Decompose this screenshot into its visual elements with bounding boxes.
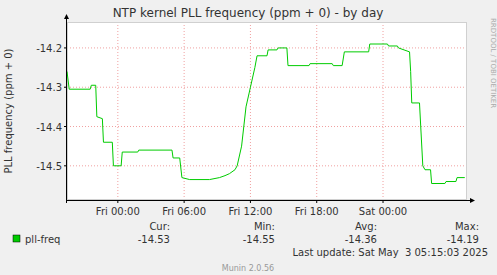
x-tick bbox=[383, 200, 384, 203]
y-tick bbox=[64, 87, 67, 88]
stat-header: Max: bbox=[455, 221, 479, 232]
legend-label: pll-freq bbox=[25, 234, 60, 245]
y-tick bbox=[64, 165, 67, 166]
stat-value: -14.36 bbox=[345, 234, 377, 245]
x-tick-label: Fri 06:00 bbox=[162, 206, 206, 217]
grid-line bbox=[67, 87, 467, 88]
stat-value: -14.19 bbox=[447, 234, 479, 245]
stat-value: -14.53 bbox=[138, 234, 170, 245]
grid-line bbox=[383, 22, 384, 200]
grid-line bbox=[250, 22, 251, 200]
x-tick bbox=[184, 200, 185, 203]
data-group bbox=[67, 44, 465, 184]
x-tick-label: Fri 18:00 bbox=[295, 206, 339, 217]
grid-line bbox=[67, 126, 467, 127]
x-tick-label: Fri 12:00 bbox=[228, 206, 272, 217]
stat-header: Min: bbox=[254, 221, 275, 232]
grid-line bbox=[67, 165, 467, 166]
grid-line bbox=[117, 22, 118, 200]
y-tick bbox=[64, 126, 67, 127]
title: NTP kernel PLL frequency (ppm + 0) - by … bbox=[113, 6, 384, 20]
stat-header: Cur: bbox=[149, 221, 170, 232]
y-tick-label: -14.3 bbox=[36, 82, 62, 93]
y-tick-label: -14.5 bbox=[36, 161, 62, 172]
series-line bbox=[67, 44, 465, 184]
x-tick bbox=[250, 200, 251, 203]
y-axis bbox=[66, 16, 67, 203]
legend-swatch bbox=[13, 235, 20, 242]
grid-line bbox=[184, 22, 185, 200]
stat-header: Avg: bbox=[355, 221, 377, 232]
chart: -14.2 -14.3 -14.4 -14.5 Fri 00:00 Fri 06:00 Fr… bbox=[0, 0, 497, 275]
x-tick bbox=[117, 200, 118, 203]
plot-frame bbox=[68, 23, 467, 200]
y-tick-label: -14.4 bbox=[36, 122, 62, 133]
stat-value: -14.55 bbox=[243, 234, 275, 245]
y-tick-label: -14.2 bbox=[36, 43, 62, 54]
y-axis-arrow bbox=[64, 14, 69, 19]
y-label: PLL frequency (ppm + 0) bbox=[3, 48, 14, 173]
x-tick bbox=[316, 200, 317, 203]
watermark: RRDTOOL / TOBI OETIKER bbox=[489, 18, 497, 108]
background bbox=[0, 0, 497, 275]
credit: Munin 2.0.56 bbox=[222, 264, 274, 273]
grid-line bbox=[316, 22, 317, 200]
grid-line bbox=[67, 47, 467, 48]
footer: Last update: Sat May 3 05:15:03 2025 bbox=[293, 247, 488, 258]
x-axis-arrow bbox=[470, 198, 475, 203]
x-tick-label: Sat 00:00 bbox=[359, 206, 407, 217]
plot-area bbox=[67, 22, 467, 200]
x-axis bbox=[67, 200, 473, 201]
x-tick-label: Fri 00:00 bbox=[96, 206, 140, 217]
y-tick bbox=[64, 47, 67, 48]
